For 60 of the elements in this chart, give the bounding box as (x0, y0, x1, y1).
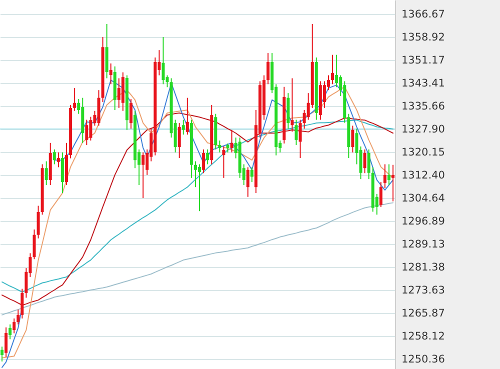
candlestick (335, 54, 338, 88)
candlestick (129, 98, 132, 130)
candlestick (290, 78, 294, 132)
candlestick (246, 166, 250, 198)
y-tick-label: 1327.90 (402, 123, 445, 136)
y-tick-label: 1312.40 (402, 169, 445, 182)
candlestick (117, 78, 120, 108)
candlestick (32, 229, 36, 260)
candlestick (367, 148, 370, 180)
candlestick (363, 148, 366, 174)
candlestick (218, 140, 222, 153)
candlestick (12, 318, 16, 334)
candlestick (186, 97, 189, 136)
candlestick (230, 129, 234, 153)
candlestick (202, 148, 206, 174)
candlestick (194, 160, 197, 188)
y-tick-label: 1273.63 (402, 284, 445, 296)
candlestick (4, 326, 8, 358)
candlestick (391, 164, 394, 202)
candlestick (222, 146, 226, 178)
candlestick (52, 148, 56, 165)
candlestick (89, 116, 92, 142)
y-tick-label: 1296.89 (402, 215, 445, 228)
y-tick-label: 1335.66 (402, 100, 446, 112)
candlestick (331, 54, 334, 85)
candlestick (198, 164, 202, 212)
y-tick-label: 1304.64 (402, 192, 446, 204)
candlestick (383, 164, 386, 188)
candlestick (16, 309, 20, 325)
candlestick (379, 182, 382, 208)
candlestick (387, 164, 390, 186)
y-tick-label: 1265.87 (402, 307, 445, 320)
candlestick (56, 152, 60, 168)
candlestick (178, 122, 181, 159)
candlestick (298, 119, 302, 159)
candlestick (85, 119, 88, 146)
candlestick (8, 324, 12, 340)
candlestick (0, 346, 4, 362)
candlestick (142, 152, 145, 199)
candlestick (20, 288, 24, 319)
y-tick-label: 1281.38 (402, 261, 445, 274)
candlestick (250, 166, 254, 183)
candlestick (73, 88, 76, 112)
candlestick (266, 52, 270, 85)
y-tick-label: 1289.13 (402, 238, 445, 250)
y-tick-label: 1343.41 (402, 77, 445, 90)
y-tick-label: 1351.17 (402, 54, 445, 66)
candlestick (162, 36, 165, 85)
y-tick-label: 1358.92 (402, 31, 445, 44)
candlestick (109, 62, 112, 85)
candlestick (182, 119, 185, 136)
candlestick (351, 125, 354, 153)
y-tick-label: 1250.36 (402, 353, 446, 366)
candlestick (44, 160, 48, 186)
y-tick-label: 1320.15 (402, 146, 445, 158)
candlestick (206, 148, 210, 165)
candlestick (294, 119, 298, 146)
y-tick-label: 1258.12 (402, 330, 445, 342)
y-tick-label: 1366.67 (402, 8, 445, 20)
candlestick (36, 205, 40, 239)
